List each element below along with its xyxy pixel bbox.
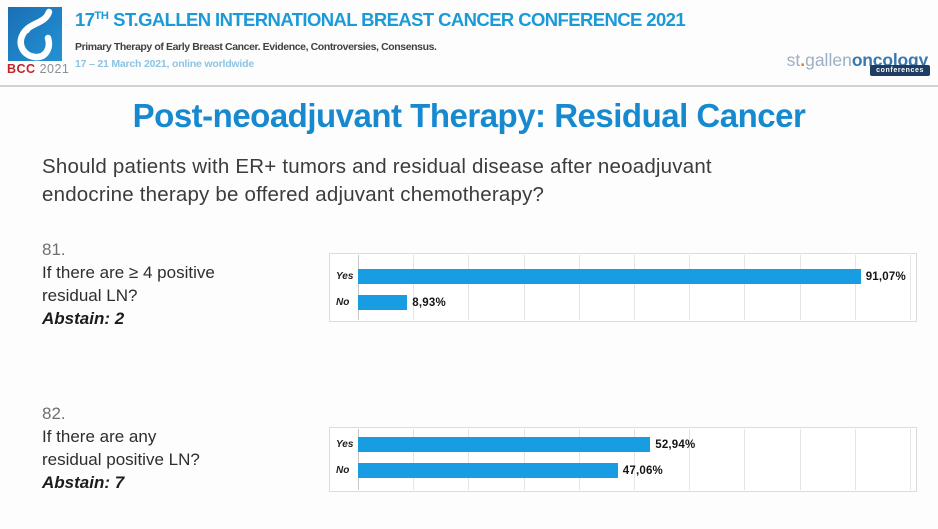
gridline [910,429,911,490]
category-label: No [336,297,350,308]
brand-gallen: gallen [805,50,852,70]
poll-81-number: 81. [42,240,66,259]
bar-yes [358,437,651,452]
value-label: 8,93% [412,296,446,309]
chart-axis-line [358,255,359,320]
gridline [854,255,856,320]
poll-82-line1: If there are any [42,427,157,446]
bar-no [358,463,618,478]
category-label: No [336,465,350,476]
gridline [468,255,470,320]
gridline [744,255,746,320]
bar-row-no: No 8,93% [330,295,910,310]
bar-track: 47,06% [358,463,910,478]
conference-title-ordinal: TH [94,9,109,22]
conference-dates: 17 – 21 March 2021, online worldwide [75,58,254,70]
bar-track: 52,94% [358,437,910,452]
chart-bars: Yes 91,07% No 8,93% [330,269,910,310]
gridline [523,429,525,490]
gridline [578,255,580,320]
gridline [634,255,635,320]
gridline [854,429,856,490]
poll-81-line2: residual LN? [42,286,138,305]
poll-82-text: 82. If there are any residual positive L… [42,402,322,494]
chart-bars: Yes 52,94% No 47,06% [330,437,910,478]
bar-row-no: No 47,06% [330,463,910,478]
bcc-year: 2021 [39,62,70,76]
poll-81-text: 81. If there are ≥ 4 positive residual L… [42,238,322,330]
bar-row-yes: Yes 91,07% [330,269,910,284]
bcc-label: BCC [7,62,36,76]
bar-no [358,295,408,310]
brand-dot: . [800,50,806,70]
slide-question-line1: Should patients with ER+ tumors and resi… [42,155,712,178]
conference-title: 17TH ST.GALLEN INTERNATIONAL BREAST CANC… [75,9,686,31]
gridline [468,429,470,490]
value-label: 47,06% [622,464,663,477]
brand-conferences-badge: conferences [870,65,930,76]
gridline [413,429,415,490]
category-label: Yes [336,439,354,450]
gridline [799,429,801,490]
stgallen-oncology-logo: st.gallenoncology conferences [786,50,930,82]
gridline [910,255,911,320]
gridline [578,429,580,490]
category-label: Yes [336,271,354,282]
bar-track: 8,93% [358,295,910,310]
chart-axis-line [358,429,359,490]
poll-81-chart: Yes 91,07% No 8,93% [329,253,917,322]
gridline [744,429,746,490]
slide-title: Post-neoadjuvant Therapy: Residual Cance… [132,97,806,134]
bar-yes [358,269,861,284]
poll-82-line2: residual positive LN? [42,450,200,469]
header-divider [0,85,938,87]
poll-82-abstain: Abstain: 7 [42,473,125,492]
gridline [634,429,635,490]
bar-track: 91,07% [358,269,910,284]
poll-82-number: 82. [42,404,66,423]
chart-gridlines [358,255,911,320]
poll-82-chart: Yes 52,94% No 47,06% [329,427,917,492]
gridline [689,255,691,320]
value-label: 91,07% [865,270,906,283]
slide-question: Should patients with ER+ tumors and resi… [42,153,712,209]
conference-title-prefix: 17 [75,9,95,30]
value-label: 52,94% [655,438,696,451]
conference-subtitle: Primary Therapy of Early Breast Cancer. … [75,41,437,53]
poll-81-line1: If there are ≥ 4 positive [42,263,215,282]
bcc-logo-caption: BCC 2021 [7,62,69,76]
brand-st: st [786,50,801,70]
gridline [799,255,801,320]
gridline [689,429,691,490]
bar-row-yes: Yes 52,94% [330,437,910,452]
poll-81-abstain: Abstain: 2 [42,309,125,328]
chart-gridlines [358,429,911,490]
bcc-logo-drop-icon [8,7,62,61]
conference-title-rest: ST.GALLEN INTERNATIONAL BREAST CANCER CO… [108,9,686,30]
gridline [523,255,525,320]
bcc-logo [8,7,62,61]
gridline [413,255,415,320]
slide-question-line2: endocrine therapy be offered adjuvant ch… [42,183,545,206]
